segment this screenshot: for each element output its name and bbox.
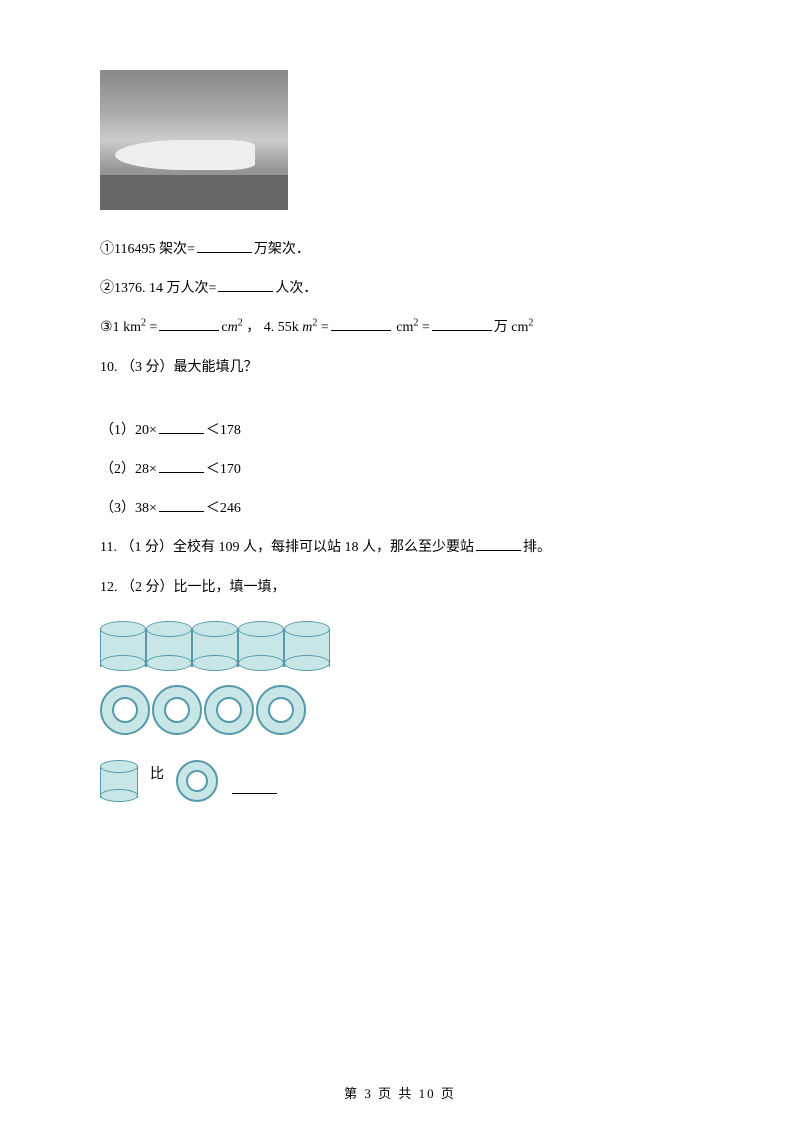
- blank-field[interactable]: [159, 315, 219, 331]
- q9-item2-suffix: 人次．: [275, 281, 317, 296]
- eq: =: [418, 320, 429, 335]
- blank-field[interactable]: [197, 237, 252, 253]
- q9-item3: ③1 km2 =cm2 ， 4. 55k m2 = cm2 =万 cm2: [100, 308, 700, 347]
- blank-field[interactable]: [159, 457, 204, 473]
- q11: 11. （1 分）全校有 109 人，每排可以站 18 人，那么至少要站 排。: [100, 528, 700, 567]
- cylinder-icon: [238, 621, 284, 671]
- compare-row: 比: [100, 755, 700, 802]
- cylinder-icon: [146, 621, 192, 671]
- donut-row: [100, 685, 700, 735]
- cylinder-icon: [192, 621, 238, 671]
- donut-small-icon: [176, 760, 218, 802]
- donut-icon: [152, 685, 202, 735]
- cylinder-icon: [284, 621, 330, 671]
- q10-title: 10. （3 分）最大能填几？: [100, 348, 700, 387]
- q10-sub1-prefix: （1）20×: [100, 423, 157, 438]
- q10-sub1-suffix: ＜178: [206, 423, 241, 438]
- cm-unit: cm: [393, 320, 414, 335]
- q11-suffix: 排。: [523, 540, 551, 555]
- donut-icon: [100, 685, 150, 735]
- q10-sub2-suffix: ＜170: [206, 462, 241, 477]
- wan: 万: [494, 320, 512, 335]
- blank-field[interactable]: [331, 315, 391, 331]
- page-footer: 第 3 页 共 10 页: [0, 1083, 800, 1102]
- compare-label: 比: [150, 755, 164, 802]
- q10-sub3-prefix: （3）38×: [100, 501, 157, 516]
- q9-item3-prefix: ③1: [100, 320, 123, 335]
- eq: =: [146, 320, 157, 335]
- q11-prefix: 11. （1 分）全校有 109 人，每排可以站 18 人，那么至少要站: [100, 540, 474, 555]
- q9-item1: ①116495 架次= 万架次．: [100, 230, 700, 269]
- m-unit: m: [302, 320, 312, 335]
- donut-icon: [204, 685, 254, 735]
- blank-field[interactable]: [432, 315, 492, 331]
- sq: 2: [528, 318, 533, 329]
- sep1: ， 4. 55k: [243, 320, 303, 335]
- eq: =: [317, 320, 328, 335]
- blank-field[interactable]: [159, 496, 204, 512]
- blank-field[interactable]: [232, 778, 277, 794]
- q10-sub2: （2）28× ＜170: [100, 450, 700, 489]
- blank-field[interactable]: [159, 418, 204, 434]
- cm-unit2: cm: [511, 320, 528, 335]
- cylinder-icon: [100, 621, 146, 671]
- q9-item2: ②1376. 14 万人次= 人次．: [100, 269, 700, 308]
- q10-sub2-prefix: （2）28×: [100, 462, 157, 477]
- m-unit: m: [228, 320, 238, 335]
- q12-title: 12. （2 分）比一比，填一填，: [100, 568, 700, 607]
- cylinder-row: [100, 621, 700, 671]
- blank-field[interactable]: [218, 276, 273, 292]
- q10-sub3: （3）38× ＜246: [100, 489, 700, 528]
- q10-sub3-suffix: ＜246: [206, 501, 241, 516]
- donut-icon: [256, 685, 306, 735]
- airplane-photo: [100, 70, 288, 210]
- q9-item1-suffix: 万架次．: [254, 242, 310, 257]
- cylinder-small-icon: [100, 760, 138, 802]
- q9-item2-prefix: ②1376. 14 万人次=: [100, 281, 216, 296]
- q10-sub1: （1）20× ＜178: [100, 411, 700, 450]
- km-unit: km: [123, 320, 141, 335]
- blank-field[interactable]: [476, 535, 521, 551]
- q9-item1-prefix: ①116495 架次=: [100, 242, 195, 257]
